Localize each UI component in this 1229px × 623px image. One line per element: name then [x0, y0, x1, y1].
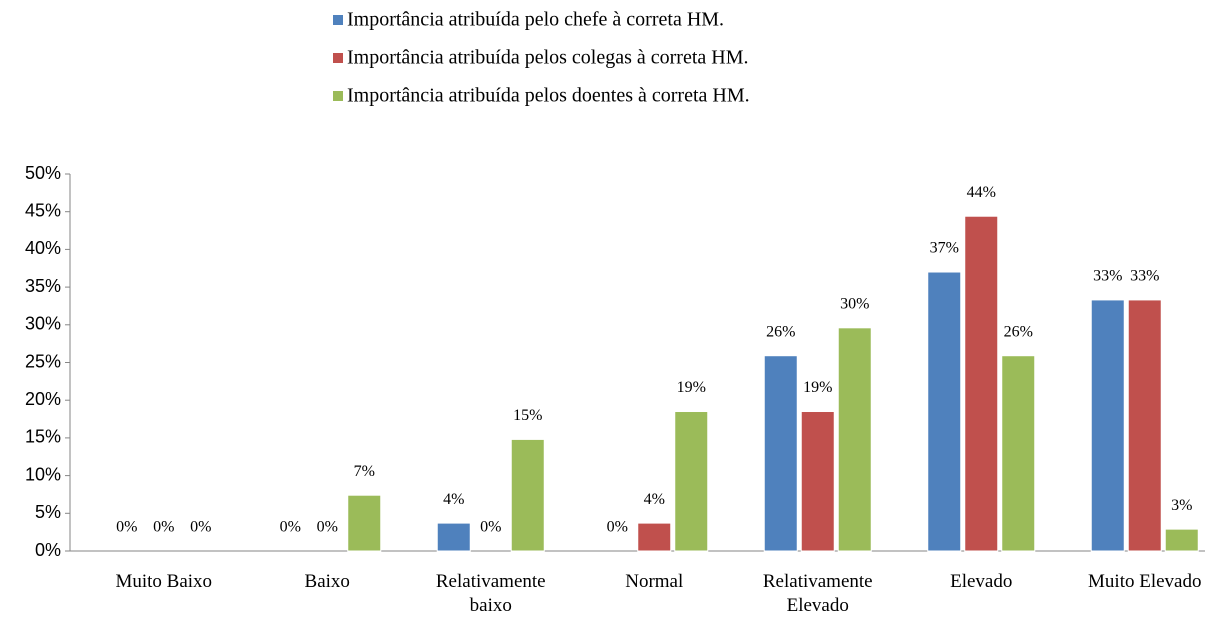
data-label: 33%: [1130, 268, 1159, 285]
bar: [674, 411, 709, 552]
y-tick-label: 45%: [25, 200, 61, 220]
y-tick-label: 30%: [25, 314, 61, 334]
data-label: 19%: [803, 379, 832, 396]
x-tick-label: Relativamente Elevado: [762, 571, 873, 616]
x-tick-label: Relativamente baixo: [435, 571, 546, 616]
y-tick-label: 25%: [25, 351, 61, 371]
bar: [1090, 299, 1125, 552]
data-label: 26%: [766, 323, 795, 340]
data-label: 0%: [607, 519, 628, 536]
x-tick-label: Elevado: [950, 571, 1013, 592]
bar: [927, 271, 962, 552]
bar: [800, 411, 835, 552]
data-label: 30%: [840, 295, 869, 312]
y-tick-label: 0%: [35, 540, 61, 560]
data-label: 0%: [153, 519, 174, 536]
data-label: 0%: [116, 519, 137, 536]
data-label: 33%: [1093, 268, 1122, 285]
bar: [763, 355, 798, 552]
bar: [637, 522, 672, 552]
y-tick-label: 40%: [25, 238, 61, 258]
legend-label: Importância atribuída pelos doentes à co…: [347, 85, 750, 107]
x-tick-label: Muito Baixo: [115, 571, 213, 592]
legend-swatch: [333, 15, 343, 25]
data-label: 37%: [930, 240, 959, 257]
y-tick-label: 20%: [25, 389, 61, 409]
data-label: 44%: [967, 184, 996, 201]
data-label: 3%: [1171, 497, 1192, 514]
y-tick-label: 50%: [25, 163, 61, 183]
bar: [837, 327, 872, 552]
legend-swatch: [333, 91, 343, 101]
data-label: 4%: [644, 491, 665, 508]
bar: [347, 494, 382, 552]
bar: [510, 438, 545, 552]
x-tick-label: Normal: [625, 571, 684, 592]
bar: [1127, 299, 1162, 552]
x-tick-label: Muito Elevado: [1088, 571, 1202, 592]
y-tick-label: 35%: [25, 276, 61, 296]
bar: [1001, 355, 1036, 552]
bar: [964, 215, 999, 552]
legend-label: Importância atribuída pelo chefe à corre…: [347, 9, 724, 31]
bar: [1164, 528, 1199, 552]
bar: [436, 522, 471, 552]
data-label: 15%: [513, 407, 542, 424]
data-label: 0%: [317, 519, 338, 536]
data-label: 0%: [480, 519, 501, 536]
data-label: 0%: [280, 519, 301, 536]
x-tick-label: Baixo: [304, 571, 350, 592]
y-tick-label: 5%: [35, 502, 61, 522]
legend-label: Importância atribuída pelos colegas à co…: [347, 47, 749, 69]
data-label: 7%: [354, 463, 375, 480]
y-tick-label: 15%: [25, 427, 61, 447]
data-label: 26%: [1004, 323, 1033, 340]
data-label: 19%: [677, 379, 706, 396]
legend-swatch: [333, 53, 343, 63]
y-tick-label: 10%: [25, 464, 61, 484]
data-label: 4%: [443, 491, 464, 508]
data-label: 0%: [190, 519, 211, 536]
